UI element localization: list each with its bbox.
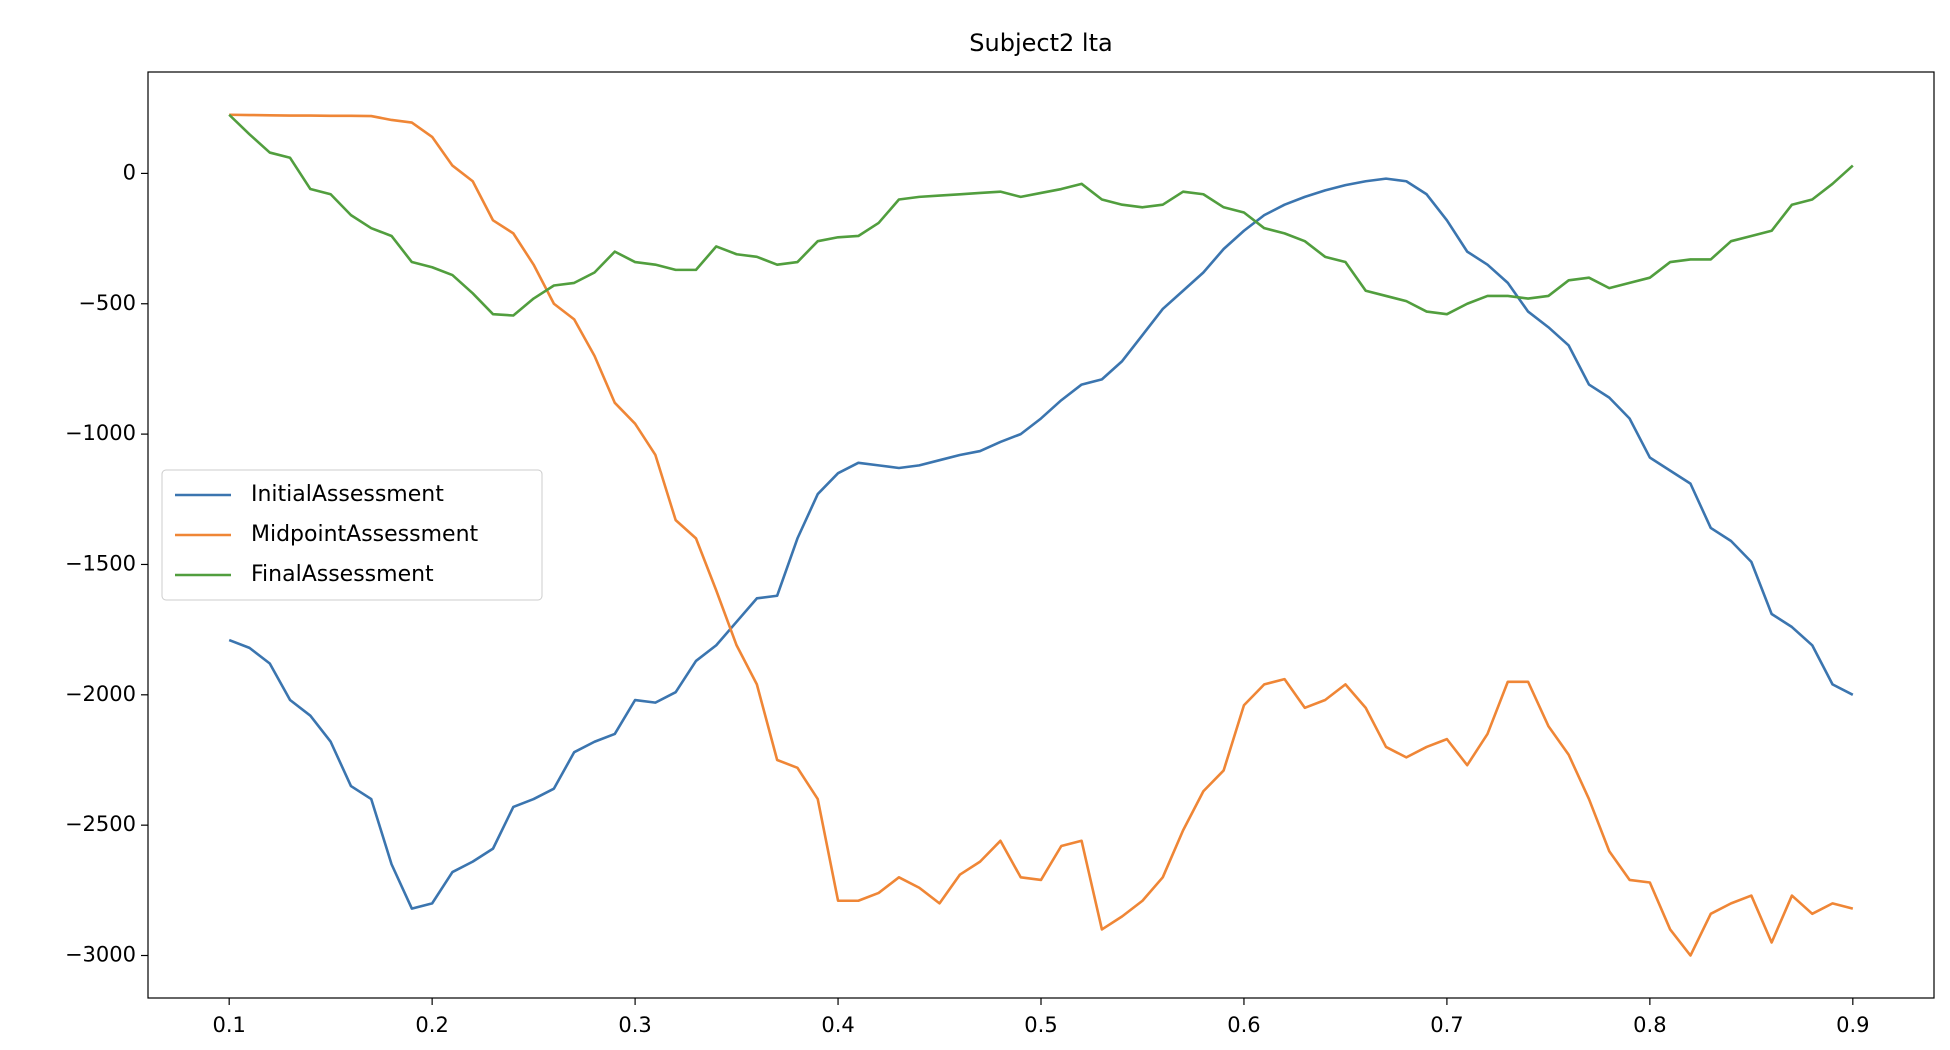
x-tick-label: 0.3 [618, 1013, 651, 1037]
legend-box [161, 469, 543, 601]
chart-title: Subject2 lta [969, 29, 1112, 57]
x-tick-label: 0.1 [212, 1013, 245, 1037]
legend-label: FinalAssessment [251, 562, 434, 587]
x-tick-label: 0.2 [415, 1013, 448, 1037]
legend-label: MidpointAssessment [251, 522, 479, 547]
legend: InitialAssessment MidpointAssessment Final… [161, 469, 543, 601]
data-line [228, 113, 1854, 317]
y-tick-label: −2500 [65, 812, 136, 836]
x-tick-label: 0.5 [1024, 1013, 1057, 1037]
y-tick-label: −2000 [65, 682, 136, 706]
y-tick-label: −500 [78, 291, 136, 315]
x-tick-label: 0.7 [1430, 1013, 1463, 1037]
y-tick-label: −1500 [65, 551, 136, 575]
plot-frame [147, 71, 1935, 999]
x-tick-label: 0.8 [1633, 1013, 1666, 1037]
y-tick-label: −3000 [65, 943, 136, 967]
y-tick-label: 0 [123, 160, 136, 184]
data-line [228, 177, 1854, 910]
x-tick-label: 0.9 [1836, 1013, 1869, 1037]
y-tick-label: −1000 [65, 421, 136, 445]
x-tick-label: 0.6 [1227, 1013, 1260, 1037]
data-line [229, 113, 1854, 957]
legend-label: InitialAssessment [251, 482, 444, 507]
x-tick-label: 0.4 [821, 1013, 854, 1037]
